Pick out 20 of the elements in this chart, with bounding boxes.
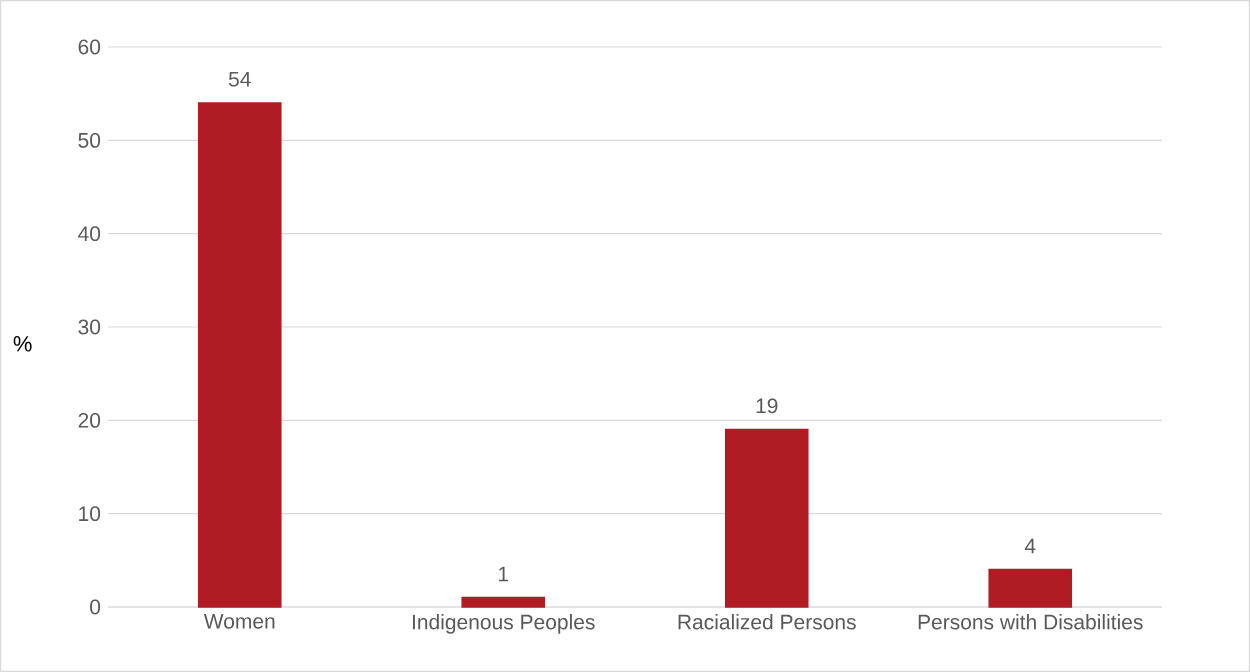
y-tick-label: 0 [90,599,101,615]
x-tick-label: Indigenous Peoples [412,614,595,634]
data-label: 19 [756,398,778,414]
x-tick-label: Persons with Disabilities [918,614,1143,630]
bar [988,568,1073,608]
y-tick-label: 10 [79,506,101,522]
x-tick-label: Women [203,614,275,629]
y-axis-title: % [13,336,32,352]
y-tick-label: 60 [78,39,101,55]
y-tick-label: 20 [78,412,101,428]
bar [724,428,809,608]
data-label: 1 [499,566,509,582]
bar [197,102,282,608]
data-label: 4 [1024,538,1036,554]
data-label: 54 [228,71,251,87]
y-tick-label: 40 [78,226,101,242]
y-tick-label: 30 [78,319,101,335]
bar [461,596,546,608]
y-tick-label: 50 [78,132,101,148]
x-tick-label: Racialized Persons [678,614,856,630]
